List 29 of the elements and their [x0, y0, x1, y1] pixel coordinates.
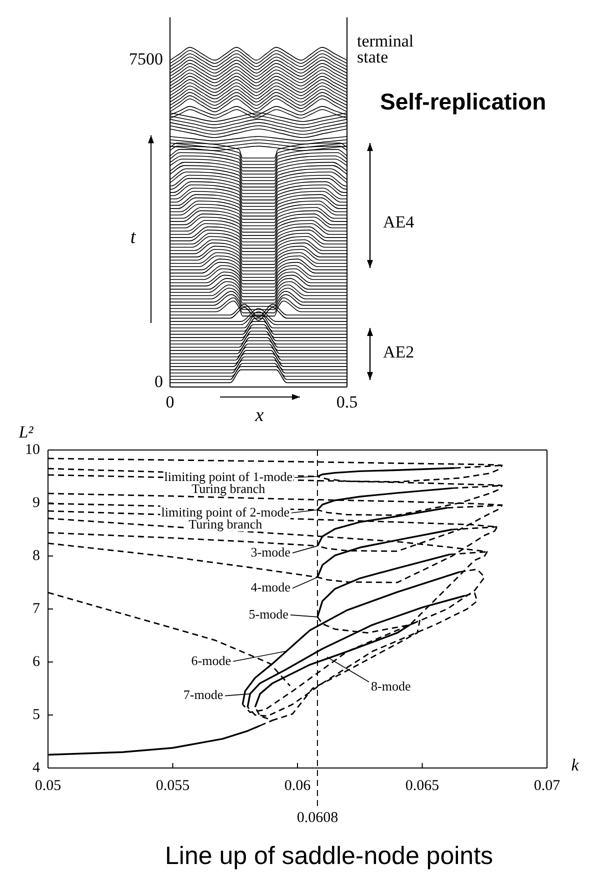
y-tick-label: 9 [32, 494, 40, 511]
x-axis-title: k [571, 755, 580, 774]
annotation: 5-mode [248, 606, 289, 622]
x-axis-title: x [254, 405, 264, 426]
y-tick-label: 10 [25, 442, 40, 458]
x-tick-label: 0.07 [534, 778, 561, 794]
annotation: 7-mode [183, 687, 224, 702]
y-tick-label: 7500 [129, 50, 163, 69]
annotation: 6-mode [191, 652, 232, 668]
y-tick-label: 8 [32, 548, 40, 564]
text: AE4 [383, 212, 415, 232]
y-tick-label: 4 [32, 760, 40, 776]
y-axis-title: L² [18, 422, 34, 442]
y-tick-label: 7 [32, 600, 40, 617]
x-tick-label: 0.05 [34, 778, 62, 794]
annotation: 8-mode [371, 678, 411, 694]
x-tick-label: 0.5 [336, 392, 358, 412]
y-tick-label: 5 [32, 706, 40, 723]
x-tick-label: 0.06 [284, 778, 312, 794]
ref-line-label: 0.0608 [296, 810, 338, 826]
y-tick-label: 6 [32, 654, 40, 670]
x-tick-label: 0.055 [156, 778, 190, 794]
annotation: 4-mode [250, 580, 291, 595]
y-axis-title: t [130, 227, 136, 248]
text: AE2 [383, 342, 414, 362]
text: Self-replication [380, 88, 546, 114]
text: Line up of saddle-node points [164, 842, 494, 870]
text: terminal state [357, 31, 414, 66]
x-tick-label: 0.065 [405, 778, 440, 794]
